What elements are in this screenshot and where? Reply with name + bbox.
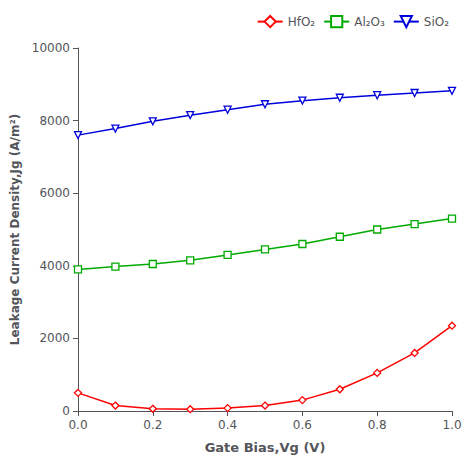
svg-text:SiO₂: SiO₂ <box>424 15 449 29</box>
svg-text:10000: 10000 <box>32 41 70 55</box>
svg-text:0.4: 0.4 <box>218 418 237 432</box>
svg-text:0.0: 0.0 <box>68 418 87 432</box>
svg-text:6000: 6000 <box>39 186 70 200</box>
svg-text:HfO₂: HfO₂ <box>288 15 316 29</box>
svg-text:4000: 4000 <box>39 259 70 273</box>
svg-text:2000: 2000 <box>39 331 70 345</box>
svg-text:0: 0 <box>62 404 70 418</box>
svg-text:0.6: 0.6 <box>293 418 312 432</box>
svg-text:Al₂O₃: Al₂O₃ <box>354 15 385 29</box>
svg-text:0.8: 0.8 <box>368 418 387 432</box>
svg-text:8000: 8000 <box>39 114 70 128</box>
svg-text:1.0: 1.0 <box>442 418 461 432</box>
svg-text:0.2: 0.2 <box>143 418 162 432</box>
svg-text:Leakage Current Density,Jg (A/: Leakage Current Density,Jg (A/m²) <box>8 114 22 345</box>
svg-text:Gate Bias,Vg (V): Gate Bias,Vg (V) <box>205 440 326 455</box>
